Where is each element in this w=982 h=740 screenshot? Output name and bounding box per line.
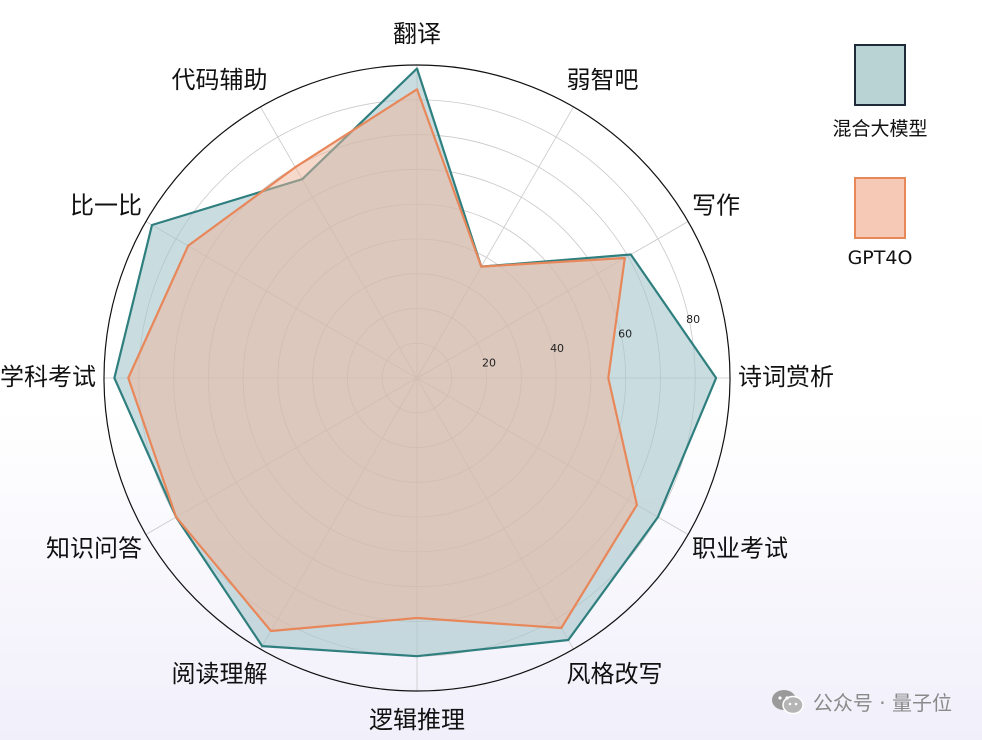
tick-label-40: 40	[550, 342, 564, 355]
category-label-8: 知识问答	[46, 535, 142, 563]
legend-swatch-gpt4o	[854, 177, 906, 239]
category-label-2: 写作	[692, 192, 740, 220]
outer-circle	[103, 64, 731, 692]
category-label-3: 诗词赏析	[738, 363, 834, 391]
legend-item-gpt4o[interactable]: GPT4O	[800, 177, 960, 269]
category-label-5: 风格改写	[567, 660, 663, 688]
legend-label-hybrid-model: 混合大模型	[832, 118, 928, 140]
wechat-icon	[771, 689, 804, 714]
category-label-11: 代码辅助	[172, 66, 268, 94]
watermark: 公众号 · 量子位	[771, 687, 952, 716]
category-label-6: 逻辑推理	[369, 706, 465, 734]
category-label-4: 职业考试	[692, 535, 788, 563]
category-label-10: 比一比	[70, 192, 142, 220]
tick-label-60: 60	[618, 328, 632, 341]
legend-item-hybrid-model[interactable]: 混合大模型	[800, 44, 960, 141]
watermark-text: 公众号 · 量子位	[812, 691, 952, 715]
tick-label-20: 20	[482, 357, 496, 370]
radar-series	[113, 67, 718, 658]
category-label-0: 翻译	[393, 20, 441, 48]
legend-label-gpt4o: GPT4O	[847, 247, 913, 269]
category-label-1: 弱智吧	[567, 66, 639, 94]
legend: 混合大模型 GPT4O	[800, 44, 960, 305]
category-label-7: 阅读理解	[172, 660, 268, 688]
category-label-9: 学科考试	[0, 363, 96, 391]
legend-swatch-hybrid-model	[854, 44, 906, 106]
tick-label-80: 80	[686, 313, 700, 326]
series-area-1	[127, 88, 639, 633]
